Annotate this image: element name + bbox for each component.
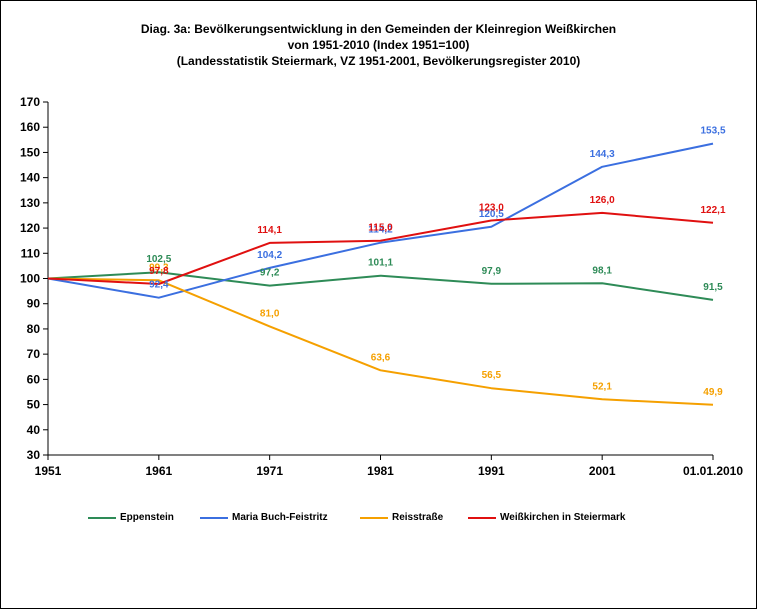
x-tick-label: 1981	[367, 464, 394, 478]
y-tick-label: 70	[27, 347, 41, 361]
x-tick-label: 01.01.2010	[683, 464, 743, 478]
data-label: 97,9	[482, 266, 502, 277]
legend-swatch	[200, 516, 228, 519]
data-label: 102,5	[146, 254, 171, 265]
series-line-1	[47, 142, 714, 299]
legend-item: Weißkirchen in Steiermark	[468, 512, 625, 523]
data-label: 81,0	[260, 308, 280, 319]
x-tick-label: 1951	[35, 464, 62, 478]
data-label: 114,2	[368, 225, 393, 236]
y-tick-label: 150	[20, 145, 40, 159]
data-label: 63,6	[371, 352, 391, 363]
legend-label: Eppenstein	[120, 512, 174, 523]
data-label: 104,2	[257, 250, 282, 261]
legend-swatch	[468, 516, 496, 519]
y-tick-label: 100	[20, 272, 40, 286]
chart-title: Diag. 3a: Bevölkerungsentwicklung in den…	[0, 21, 757, 69]
chart-title-line-2: von 1951-2010 (Index 1951=100)	[287, 38, 470, 52]
series-line-3	[47, 211, 714, 285]
legend-swatch	[88, 516, 116, 519]
y-tick-label: 80	[27, 322, 41, 336]
x-tick-label: 1961	[145, 464, 172, 478]
data-label: 91,5	[703, 282, 723, 293]
legend-label: Weißkirchen in Steiermark	[500, 512, 626, 523]
y-tick-label: 30	[27, 448, 41, 462]
data-label: 99,3	[149, 262, 169, 273]
y-tick-label: 60	[27, 372, 41, 386]
data-label: 120,5	[479, 209, 504, 220]
y-tick-label: 90	[27, 297, 41, 311]
series-line-2	[47, 277, 714, 406]
data-label: 115,0	[368, 223, 393, 234]
legend-swatch	[360, 516, 388, 519]
series-lines	[47, 142, 714, 406]
legend: Eppenstein Maria Buch-Feistritz Reisstraße…	[0, 512, 757, 528]
data-label: 97,2	[260, 268, 280, 279]
data-label: 126,0	[590, 195, 615, 206]
data-label: 144,3	[590, 149, 615, 160]
data-labels: 102,5 97,2 101,1 97,9 98,1 91,5 92,4 104,2 114,2…	[146, 126, 726, 398]
series-line-0	[47, 271, 714, 301]
data-label: 123,0	[479, 203, 504, 214]
chart-title-line-3: (Landesstatistik Steiermark, VZ 1951-200…	[176, 54, 581, 68]
data-label: 92,4	[149, 280, 169, 291]
y-tick-label: 160	[20, 120, 40, 134]
x-tick-label: 1971	[256, 464, 283, 478]
y-tick-label: 130	[20, 196, 40, 210]
data-label: 98,1	[592, 265, 612, 276]
y-tick-label: 40	[27, 423, 41, 437]
legend-item: Eppenstein	[88, 512, 174, 523]
legend-item: Reisstraße	[360, 512, 443, 523]
chart-title-line-1: Diag. 3a: Bevölkerungsentwicklung in den…	[140, 22, 617, 36]
y-tick-label: 50	[27, 398, 41, 412]
data-label: 101,1	[368, 258, 393, 269]
legend-item: Maria Buch-Feistritz	[200, 512, 328, 523]
data-label: 52,1	[592, 381, 612, 392]
x-tick-label: 1991	[478, 464, 505, 478]
data-label: 56,5	[482, 370, 502, 381]
y-tick-label: 110	[21, 246, 41, 260]
data-label: 97,8	[149, 266, 169, 277]
data-label: 49,9	[703, 387, 723, 398]
y-tick-label: 140	[20, 171, 40, 185]
data-label: 122,1	[700, 205, 725, 216]
x-tick-label: 2001	[589, 464, 616, 478]
data-label: 114,1	[257, 225, 282, 236]
legend-label: Maria Buch-Feistritz	[232, 512, 328, 523]
y-tick-label: 170	[20, 95, 40, 109]
data-label: 153,5	[700, 126, 725, 137]
legend-label: Reisstraße	[392, 512, 444, 523]
axes: 30 40 50 60 70 80 90 100 110 120 130 140 150 160 170 19…	[20, 95, 743, 478]
y-tick-label: 120	[20, 221, 40, 235]
